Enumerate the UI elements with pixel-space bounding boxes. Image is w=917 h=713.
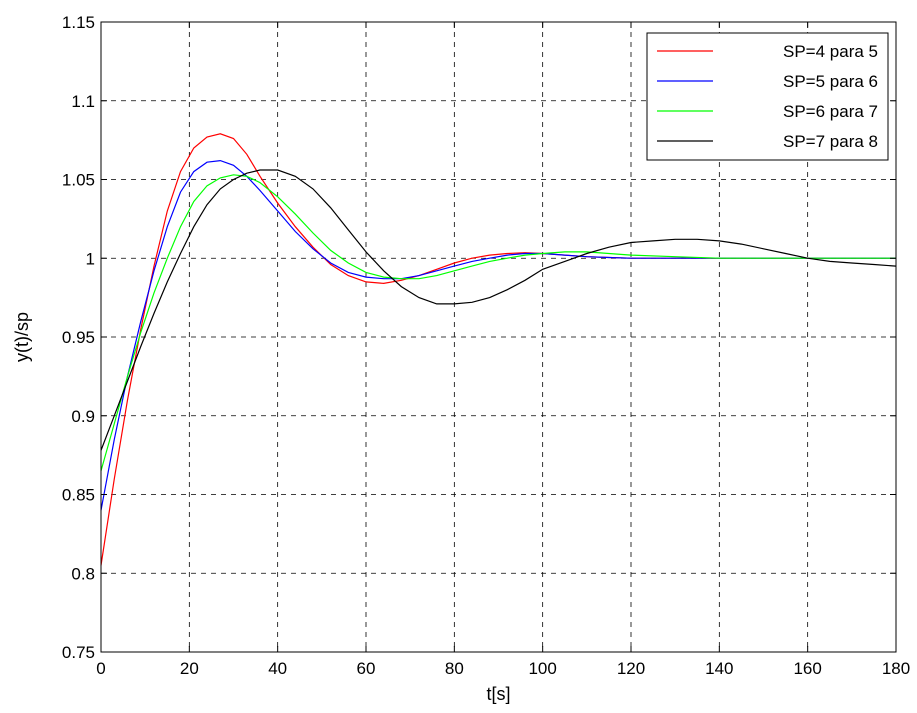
x-tick-label: 100: [528, 659, 556, 678]
y-tick-label: 0.85: [62, 486, 95, 505]
y-tick-label: 1.1: [71, 92, 95, 111]
y-axis-label: y(t)/sp: [12, 312, 32, 362]
x-tick-label: 20: [180, 659, 199, 678]
y-tick-label: 0.75: [62, 643, 95, 662]
x-tick-label: 180: [882, 659, 910, 678]
y-tick-label: 1.15: [62, 13, 95, 32]
x-tick-label: 40: [268, 659, 287, 678]
x-tick-label: 0: [96, 659, 105, 678]
y-tick-label: 1.05: [62, 171, 95, 190]
series-line-1: [100, 133, 896, 566]
series-line-4: [100, 169, 897, 451]
legend-label: SP=4 para 5: [783, 42, 878, 61]
tick-layer: 0 20 40 60 80 100 120 140 160 180 0.75 0.8 0.85 0.9 0.…: [62, 13, 910, 678]
series-layer: [100, 133, 897, 566]
series-line-3: [100, 174, 896, 472]
y-tick-label: 0.8: [71, 564, 95, 583]
legend-label: SP=7 para 8: [783, 132, 878, 151]
legend: SP=4 para 5 SP=5 para 6 SP=6 para 7 SP=7 pa…: [646, 32, 889, 161]
x-tick-label: 60: [357, 659, 376, 678]
x-tick-label: 80: [445, 659, 464, 678]
x-tick-label: 120: [617, 659, 645, 678]
y-tick-label: 0.95: [62, 328, 95, 347]
x-tick-label: 140: [705, 659, 733, 678]
x-axis-label: t[s]: [486, 684, 510, 704]
y-tick-label: 1: [86, 249, 95, 268]
series-line-2: [100, 159, 896, 511]
legend-label: SP=5 para 6: [783, 72, 878, 91]
y-tick-label: 0.9: [71, 407, 95, 426]
legend-label: SP=6 para 7: [783, 102, 878, 121]
legend-box: [646, 32, 889, 161]
x-tick-label: 160: [793, 659, 821, 678]
